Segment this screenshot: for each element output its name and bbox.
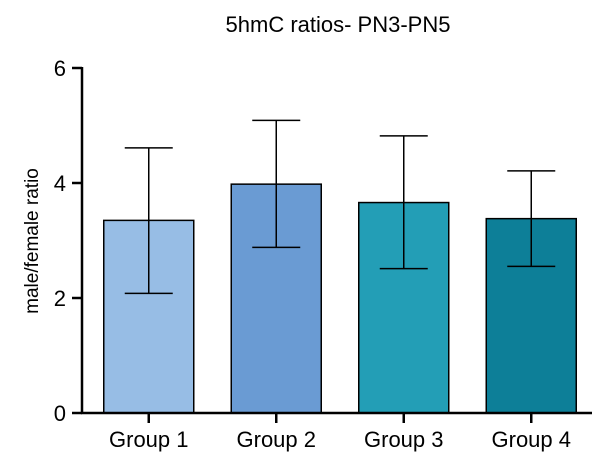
- y-tick-label-3: 6: [54, 56, 66, 81]
- y-tick-label-0: 0: [54, 401, 66, 426]
- y-axis-label: male/female ratio: [22, 168, 43, 314]
- x-tick-label-2: Group 2: [237, 427, 317, 452]
- y-tick-label-1: 2: [54, 286, 66, 311]
- error-bars: [124, 119, 556, 295]
- y-tick-label-2: 4: [54, 171, 66, 196]
- x-tick-label-4: Group 4: [492, 427, 572, 452]
- x-axis: Group 1 Group 2 Group 3 Group 4: [81, 411, 592, 452]
- x-tick-label-3: Group 3: [364, 427, 444, 452]
- y-axis: 0 2 4 6: [54, 56, 84, 426]
- x-tick-label-1: Group 1: [109, 427, 189, 452]
- bars: [103, 183, 577, 414]
- chart-title: 5hmC ratios- PN3-PN5: [226, 12, 451, 37]
